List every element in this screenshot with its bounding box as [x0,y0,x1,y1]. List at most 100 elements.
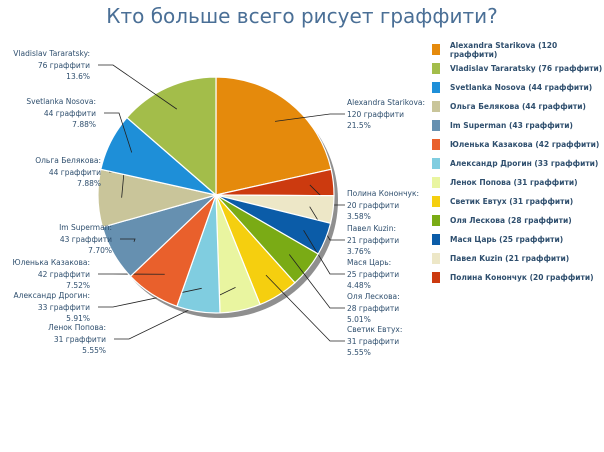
legend: Alexandra Starikova (120 граффити) Vladis… [432,40,604,287]
pie-slice[interactable] [126,76,217,197]
slice-label-percent: 5.01% [347,315,371,324]
slice-label-percent: 4.48% [347,281,371,290]
legend-label: Ленок Попова (31 граффити) [450,178,578,187]
slice-label-name: Мася Царь: [347,258,392,267]
leader-line [120,238,136,242]
slice-label-percent: 7.70% [88,246,112,255]
slice-label-name: Ленок Попова: [48,323,106,332]
slice-label: Оля Лескова: 28 граффити 5.01% [347,291,400,326]
legend-item[interactable]: Оля Лескова (28 граффити) [432,211,604,230]
slice-label: Svetlanka Nosova: 44 граффити 7.88% [16,96,96,131]
slice-label: Ленок Попова: 31 граффити 5.55% [26,322,106,357]
slice-label-value: 76 граффити [37,60,90,70]
slice-label-value: 31 граффити [53,334,106,344]
slice-label-name: Ольга Белякова: [35,156,101,165]
legend-label: Vladislav Tararatsky (76 граффити) [450,64,603,73]
legend-label: Юленька Казакова (42 граффити) [450,140,600,149]
slice-label: Ольга Белякова: 44 граффити 7.88% [21,155,101,190]
legend-swatch [432,139,440,150]
legend-swatch [432,215,440,226]
slice-label-value: 120 граффити [347,109,404,119]
legend-item[interactable]: Юленька Казакова (42 граффити) [432,135,604,154]
slice-label-value: 21 граффити [347,235,400,245]
pie-slice[interactable] [215,76,332,196]
slice-label-value: 33 граффити [37,302,90,312]
legend-label: Александр Дрогин (33 граффити) [450,159,599,168]
slice-label: Юленька Казакова: 42 граффити 7.52% [10,257,90,292]
slice-label-name: Полина Конончук: [347,189,420,198]
slice-label-value: 31 граффити [347,336,400,346]
legend-label: Svetlanka Nosova (44 граффити) [450,83,593,92]
leader-line [98,64,178,110]
slice-label: Светик Евтух: 31 граффити 5.55% [347,324,402,359]
slice-label-name: Svetlanka Nosova: [26,97,96,106]
legend-label: Im Superman (43 граффити) [450,121,573,130]
legend-swatch [432,196,440,207]
legend-item[interactable]: Svetlanka Nosova (44 граффити) [432,78,604,97]
slice-label-value: 42 граффити [37,269,90,279]
legend-item[interactable]: Светик Евтух (31 граффити) [432,192,604,211]
slice-label: Мася Царь: 25 граффити 4.48% [347,257,399,292]
slice-label-value: 44 граффити [43,108,96,118]
chart-title: Кто больше всего рисует граффити? [106,4,498,28]
slice-label-percent: 7.52% [66,281,90,290]
legend-swatch [432,120,440,131]
legend-item[interactable]: Im Superman (43 граффити) [432,116,604,135]
legend-label: Полина Конончук (20 граффити) [450,273,594,282]
legend-item[interactable]: Полина Конончук (20 граффити) [432,268,604,287]
slice-label-name: Оля Лескова: [347,292,400,301]
legend-label: Ольга Белякова (44 граффити) [450,102,586,111]
slice-label-name: Юленька Казакова: [12,258,90,267]
slice-label: Павел Kuzin: 21 граффити 3.76% [347,223,399,258]
slice-label-name: Vladislav Tararatsky: [13,49,90,58]
slice-label-percent: 7.88% [72,120,96,129]
legend-swatch [432,253,440,264]
legend-label: Павел Kuzin (21 граффити) [450,254,570,263]
slice-label-percent: 5.55% [347,348,371,357]
legend-swatch [432,158,440,169]
slice-label: Александр Дрогин: 33 граффити 5.91% [10,290,90,325]
legend-swatch [432,234,440,245]
slice-label: Alexandra Starikova: 120 граффити 21.5% [347,97,425,132]
legend-label: Светик Евтух (31 граффити) [450,197,574,206]
legend-item[interactable]: Vladislav Tararatsky (76 граффити) [432,59,604,78]
slice-label-percent: 5.91% [66,314,90,323]
slice-label-name: Alexandra Starikova: [347,98,425,107]
slice-label-value: 20 граффити [347,200,400,210]
legend-item[interactable]: Ольга Белякова (44 граффити) [432,97,604,116]
leader-line [289,254,345,309]
leader-line [265,274,345,342]
slice-label: Полина Конончук: 20 граффити 3.58% [347,188,419,223]
leader-line [309,206,345,241]
legend-swatch [432,272,440,283]
slice-label-value: 25 граффити [347,269,400,279]
slice-label-percent: 5.55% [82,346,106,355]
slice-label-percent: 3.76% [347,247,371,256]
slice-label-name: Светик Евтух: [347,325,403,334]
slice-label-name: Александр Дрогин: [13,291,90,300]
legend-item[interactable]: Alexandra Starikova (120 граффити) [432,40,604,59]
slice-label-percent: 3.58% [347,212,371,221]
slice-label-value: 43 граффити [59,234,112,244]
legend-swatch [432,63,440,74]
legend-item[interactable]: Мася Царь (25 граффити) [432,230,604,249]
legend-swatch [432,44,440,55]
slice-label-value: 44 граффити [48,167,101,177]
leader-line [274,113,345,122]
legend-label: Мася Царь (25 граффити) [450,235,564,244]
legend-item[interactable]: Павел Kuzin (21 граффити) [432,249,604,268]
slice-label-value: 28 граффити [347,303,400,313]
legend-swatch [432,177,440,188]
slice-label-percent: 13.6% [66,72,90,81]
legend-item[interactable]: Ленок Попова (31 граффити) [432,173,604,192]
slice-label-name: Павел Kuzin: [347,224,397,233]
legend-item[interactable]: Александр Дрогин (33 граффити) [432,154,604,173]
slice-label: Vladislav Tararatsky: 76 граффити 13.6% [10,48,90,83]
slice-label: Im Superman: 43 граффити 7.70% [32,222,112,257]
legend-swatch [432,101,440,112]
legend-label: Оля Лескова (28 граффити) [450,216,572,225]
leader-line [303,230,345,275]
slice-label-percent: 7.88% [77,179,101,188]
slice-label-name: Im Superman: [59,223,112,232]
